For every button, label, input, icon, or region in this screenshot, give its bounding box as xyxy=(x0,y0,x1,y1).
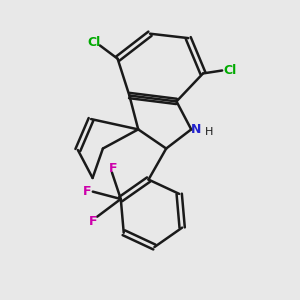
Text: Cl: Cl xyxy=(223,64,236,77)
Text: F: F xyxy=(88,214,97,228)
Text: N: N xyxy=(190,123,201,136)
Text: F: F xyxy=(109,162,118,175)
Text: Cl: Cl xyxy=(87,36,101,49)
Text: H: H xyxy=(205,127,213,137)
Text: F: F xyxy=(83,185,91,198)
